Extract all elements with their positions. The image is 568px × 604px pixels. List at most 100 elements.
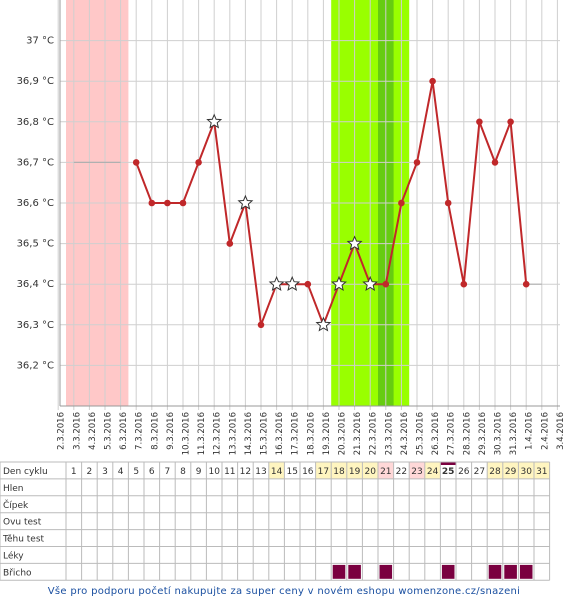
x-tick-label: 9.3.2016 (166, 412, 176, 450)
x-tick-label: 26.3.2016 (431, 412, 441, 455)
x-tick-label: 25.3.2016 (416, 412, 426, 455)
point (413, 159, 421, 166)
point (507, 118, 514, 126)
x-tick-label: 16.3.2016 (275, 412, 285, 455)
x-tick-label: 30.3.2016 (494, 412, 504, 455)
x-tick-label: 27.3.2016 (447, 412, 457, 455)
day-number: 1 (71, 467, 77, 477)
x-tick-label: 23.3.2016 (384, 412, 394, 455)
x-tick-label: 18.3.2016 (306, 412, 316, 455)
x-tick-label: 19.3.2016 (322, 412, 332, 455)
row-label: Čípek (3, 499, 29, 511)
x-tick-label: 17.3.2016 (291, 412, 301, 455)
x-tick-label: 1.4.2016 (525, 412, 535, 450)
point (444, 199, 452, 207)
star-point (237, 194, 254, 210)
star-point (284, 275, 301, 291)
temperature-line (135, 81, 528, 328)
row-label: Břicho (3, 568, 32, 578)
row-mark (348, 564, 361, 579)
day-number: 23 (411, 467, 422, 477)
point (429, 77, 436, 85)
x-tick-label: 29.3.2016 (478, 412, 488, 455)
day-number: 12 (240, 467, 251, 477)
x-tick-label: 12.3.2016 (213, 412, 223, 455)
point (398, 199, 405, 207)
x-tick-label: 15.3.2016 (260, 412, 270, 455)
star-point (362, 275, 379, 291)
point (195, 159, 202, 166)
x-tick-label: 28.3.2016 (462, 412, 472, 455)
footer-link[interactable]: Vše pro podporu početí nakupujte za supe… (48, 585, 521, 597)
y-tick-label: 36,2 °C (17, 360, 54, 371)
day-number: 29 (505, 467, 517, 477)
star-point (346, 235, 363, 251)
point (476, 118, 483, 126)
day-cell (424, 462, 441, 479)
x-tick-label: 21.3.2016 (353, 412, 363, 455)
row-mark (379, 564, 393, 579)
day-number: 3 (102, 467, 108, 477)
day-cell (487, 462, 503, 479)
row-mark (504, 564, 517, 579)
y-tick-label: 36,3 °C (17, 320, 54, 331)
row-mark (441, 564, 455, 579)
day-number: 22 (396, 467, 407, 477)
today-marker (440, 462, 456, 465)
row-label: Hlen (3, 484, 24, 494)
point (491, 159, 499, 166)
x-tick-label: 14.3.2016 (244, 412, 254, 455)
star-point (206, 113, 223, 129)
day-number: 5 (133, 467, 139, 477)
row-mark (488, 564, 502, 579)
y-tick-label: 36,4 °C (17, 279, 54, 290)
point (382, 280, 390, 288)
point (522, 280, 530, 288)
x-tick-label: 2.4.2016 (540, 412, 550, 450)
x-tick-label: 10.3.2016 (182, 412, 192, 455)
point (148, 199, 156, 207)
day-cell (268, 462, 285, 479)
day-number: 2 (87, 467, 93, 477)
day-number: 21 (380, 467, 391, 477)
x-tick-label: 8.3.2016 (150, 412, 160, 450)
star-point (315, 316, 332, 332)
day-number: 11 (224, 467, 235, 477)
x-tick-label: 31.3.2016 (509, 412, 519, 455)
day-cell (315, 462, 332, 479)
point (460, 280, 468, 288)
day-number: 24 (427, 467, 439, 477)
row-label: Léky (3, 550, 24, 561)
day-number: 4 (118, 467, 124, 477)
point (164, 199, 171, 207)
day-number: 19 (349, 467, 361, 477)
x-tick-label: 2.3.2016 (57, 412, 67, 450)
day-cell (378, 462, 394, 479)
day-cell (362, 462, 378, 479)
day-number: 6 (149, 467, 155, 477)
y-tick-label: 37 °C (26, 36, 54, 47)
table-header: Den cyklu (3, 467, 48, 477)
x-tick-label: 3.3.2016 (72, 412, 82, 450)
day-number: 30 (520, 467, 532, 477)
row-label: Ovu test (3, 518, 42, 528)
x-tick-label: 3.4.2016 (556, 412, 566, 450)
x-tick-label: 22.3.2016 (369, 412, 379, 455)
x-tick-label: 20.3.2016 (338, 412, 348, 455)
day-number: 28 (489, 467, 501, 477)
day-number: 20 (364, 467, 376, 477)
x-tick-label: 5.3.2016 (104, 412, 114, 450)
day-number: 25 (442, 467, 455, 477)
point (226, 240, 234, 247)
x-tick-label: 6.3.2016 (119, 412, 129, 450)
day-number: 14 (271, 467, 283, 477)
row-mark (332, 564, 346, 579)
y-tick-label: 36,9 °C (17, 76, 54, 87)
day-number: 13 (255, 467, 266, 477)
day-number: 15 (286, 467, 297, 477)
day-number: 27 (474, 467, 485, 477)
y-tick-label: 36,7 °C (17, 157, 54, 168)
y-tick-label: 36,6 °C (17, 198, 54, 209)
row-label: Těhu test (2, 535, 45, 545)
